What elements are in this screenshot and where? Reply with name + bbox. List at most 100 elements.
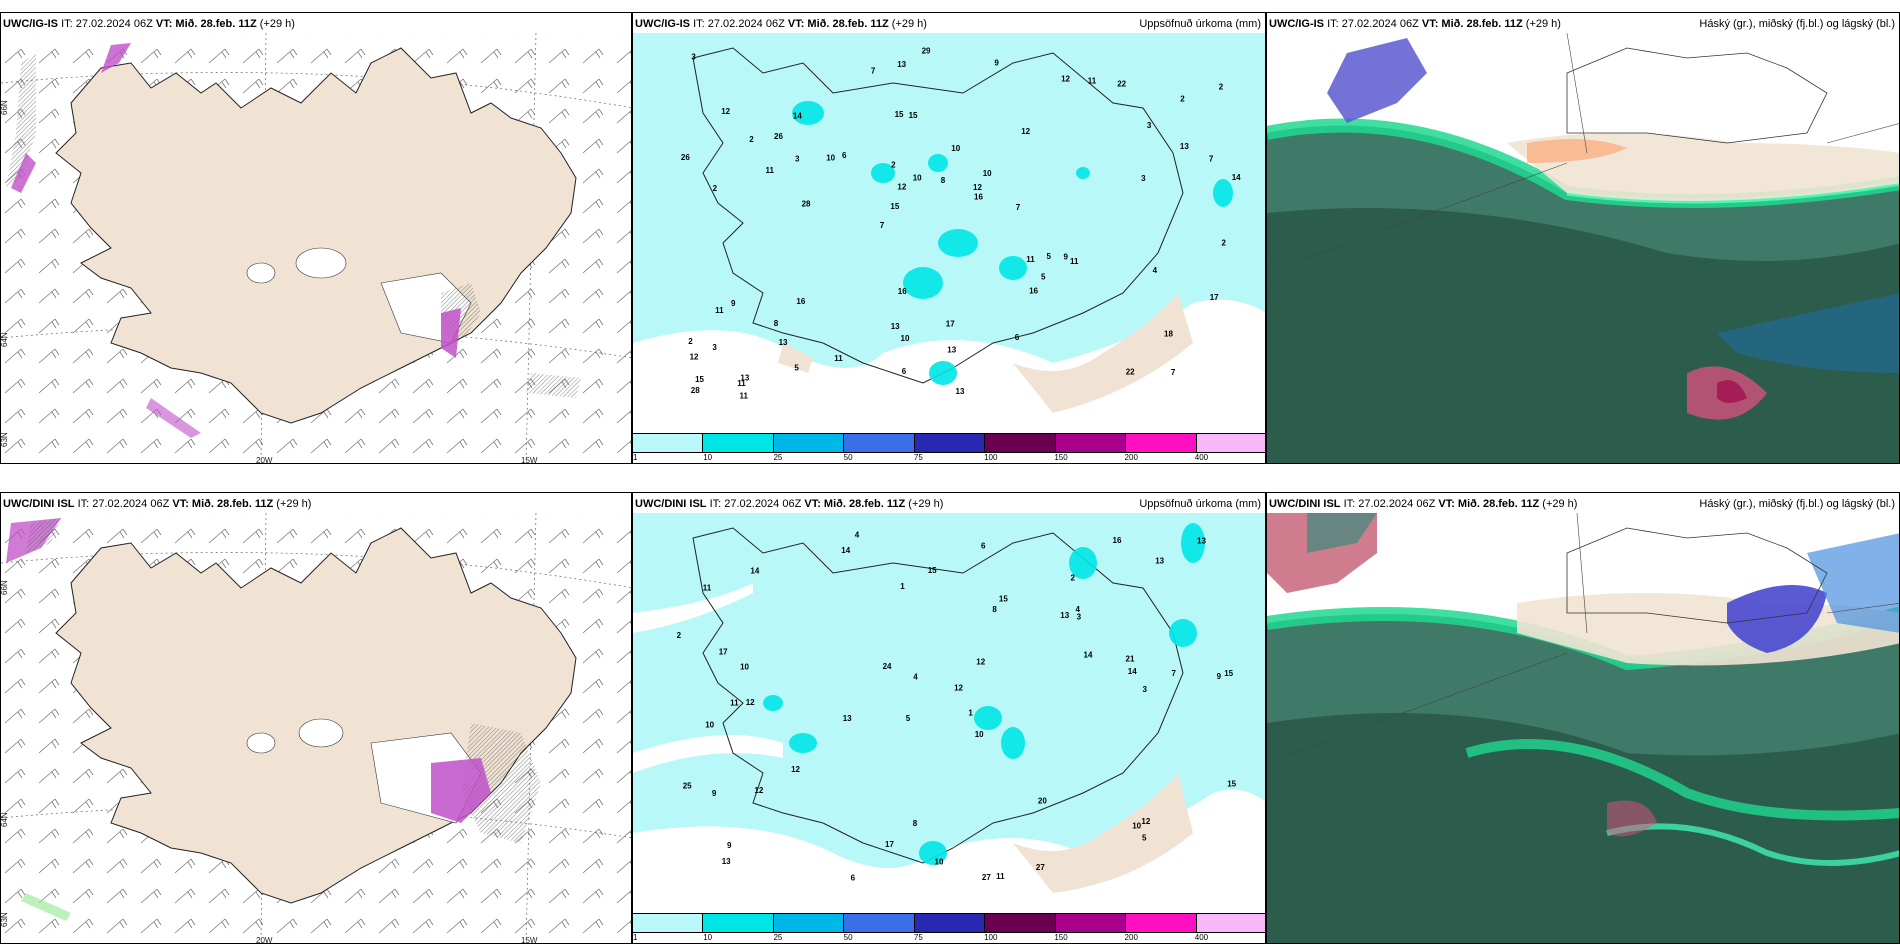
precip-value-label: 15 <box>1224 669 1233 678</box>
precip-value-label: 10 <box>1132 822 1141 831</box>
colorbar-swatch <box>985 914 1056 932</box>
colorbar-swatch <box>1126 434 1197 452</box>
precip-value-label: 29 <box>922 47 931 56</box>
precip-value-label: 7 <box>1172 669 1177 678</box>
precip-value-label: 13 <box>843 714 852 723</box>
precip-value-label: 11 <box>1070 257 1079 266</box>
precip-value-label: 10 <box>935 858 944 867</box>
precip-value-label: 2 <box>1219 83 1224 92</box>
precip-value-label: 9 <box>1064 253 1069 262</box>
precip-value-label: 15 <box>695 375 704 384</box>
panel-header: UWC/DINI ISL IT: 27.02.2024 06Z VT: Mið.… <box>1269 498 1578 510</box>
precip-value-label: 14 <box>750 567 759 576</box>
precip-value-label: 9 <box>712 789 717 798</box>
colorbar-tick-label: 100 <box>984 453 998 462</box>
colorbar-swatch <box>633 914 704 932</box>
precip-value-label: 9 <box>731 299 736 308</box>
colorbar-tick-label: 400 <box>1194 453 1209 462</box>
lon-label-15w: 15W <box>521 936 538 944</box>
precip-value-label: 13 <box>1197 537 1206 546</box>
precip-value-label: 13 <box>956 387 965 396</box>
precip-title: Uppsöfnuð úrkoma (mm) <box>1139 498 1261 510</box>
panel-header: UWC/DINI ISL IT: 27.02.2024 06Z VT: Mið.… <box>3 498 312 510</box>
precip-value-label: 13 <box>947 346 956 355</box>
colorbar-swatch <box>1126 914 1197 932</box>
colorbar-tick-label: 10 <box>703 933 713 942</box>
precip-value-label: 18 <box>1164 330 1173 339</box>
precip-value-label: 10 <box>826 154 835 163</box>
precip-value-label: 12 <box>973 183 982 192</box>
precip-value-label: 14 <box>1084 651 1093 660</box>
colorbar-swatch <box>1055 434 1127 452</box>
precip-value-label: 11 <box>1026 255 1035 264</box>
precip-value-label: 14 <box>1128 667 1137 676</box>
precip-value-label: 5 <box>1041 273 1046 282</box>
colorbar-tick-label: 200 <box>1124 933 1138 942</box>
precip-value-label: 2 <box>688 337 693 346</box>
precip-value-label: 22 <box>1126 367 1135 376</box>
colorbar-swatch <box>1196 914 1265 932</box>
colorbar-ticks: 1 10 25 50 75 100 150 200 400 <box>633 453 1265 463</box>
precip-value-label: 8 <box>774 319 779 328</box>
cloud-map-panel-top: UWC/IG-IS IT: 27.02.2024 06Z VT: Mið. 28… <box>1266 12 1900 464</box>
lat-label-63n: 63N <box>1 432 9 447</box>
colorbar-tick-label: 150 <box>1054 933 1068 942</box>
precip-value-label: 11 <box>834 354 843 363</box>
precip-value-label: 16 <box>898 287 907 296</box>
precip-value-label: 15 <box>1227 780 1236 789</box>
wind-map-canvas: 20W 15W 66N 64N 63N <box>1 512 631 944</box>
panel-header: UWC/IG-IS IT: 27.02.2024 06Z VT: Mið. 28… <box>635 18 927 30</box>
precip-value-label: 10 <box>951 144 960 153</box>
precip-value-label: 12 <box>1141 817 1150 826</box>
precip-value-label: 11 <box>1088 76 1097 85</box>
precip-map-panel-bottom: UWC/DINI ISL IT: 27.02.2024 06Z VT: Mið.… <box>632 492 1266 944</box>
precip-value-label: 8 <box>941 176 946 185</box>
precip-value-label: 15 <box>928 566 937 575</box>
precip-value-label: 16 <box>974 193 983 202</box>
precip-value-label: 7 <box>1209 154 1214 163</box>
precip-value-label: 15 <box>999 594 1008 603</box>
wind-map-panel-top: UWC/IG-IS IT: 27.02.2024 06Z VT: Mið. 28… <box>0 12 632 464</box>
precip-value-label: 2 <box>713 184 718 193</box>
panel-header: UWC/IG-IS IT: 27.02.2024 06Z VT: Mið. 28… <box>1269 18 1561 30</box>
precip-value-label: 12 <box>754 786 763 795</box>
colorbar-tick-label: 50 <box>843 933 853 942</box>
lat-label-64n: 64N <box>1 332 9 347</box>
precip-value-label: 12 <box>1021 127 1030 136</box>
precip-value-label: 6 <box>851 874 856 883</box>
colorbar-swatch <box>985 434 1056 452</box>
colorbar-tick-label: 10 <box>703 453 713 462</box>
precip-value-label: 6 <box>842 151 847 160</box>
precip-value-label: 26 <box>681 153 690 162</box>
precip-value-label: 2 <box>1222 239 1227 248</box>
precip-value-label: 12 <box>976 658 985 667</box>
precip-value-label: 28 <box>691 386 700 395</box>
precip-value-label: 15 <box>890 202 899 211</box>
cloud-title: Háský (gr.), miðský (fj.bl.) og lágský (… <box>1699 18 1895 30</box>
precip-value-label: 11 <box>766 166 775 175</box>
colorbar-swatch <box>703 914 774 932</box>
precip-value-label: 17 <box>1210 293 1219 302</box>
precip-value-label: 3 <box>1143 685 1148 694</box>
precip-value-label: 12 <box>1061 75 1070 84</box>
precip-value-label: 3 <box>1077 612 1082 621</box>
colorbar-swatch <box>1055 914 1127 932</box>
precip-value-label: 12 <box>954 684 963 693</box>
precip-value-label: 2 <box>1180 95 1185 104</box>
precip-value-label: 16 <box>1029 287 1038 296</box>
colorbar-tick-label: 1 <box>633 933 638 942</box>
precip-value-label: 8 <box>913 819 918 828</box>
lat-label-66n: 66N <box>1 580 9 595</box>
precip-value-label: 7 <box>1016 203 1021 212</box>
wind-map-canvas: 20W 15W 66N 64N 63N <box>1 32 631 463</box>
panel-header: UWC/DINI ISL IT: 27.02.2024 06Z VT: Mið.… <box>635 498 944 510</box>
precip-value-label: 11 <box>740 392 749 401</box>
colorbar-tick-label: 50 <box>843 453 853 462</box>
precip-value-label: 7 <box>880 221 885 230</box>
precip-value-label: 14 <box>793 111 802 120</box>
precip-value-label: 3 <box>691 52 696 61</box>
precip-value-label: 2 <box>891 161 896 170</box>
precip-value-label: 10 <box>705 721 714 730</box>
precip-value-label: 13 <box>891 322 900 331</box>
